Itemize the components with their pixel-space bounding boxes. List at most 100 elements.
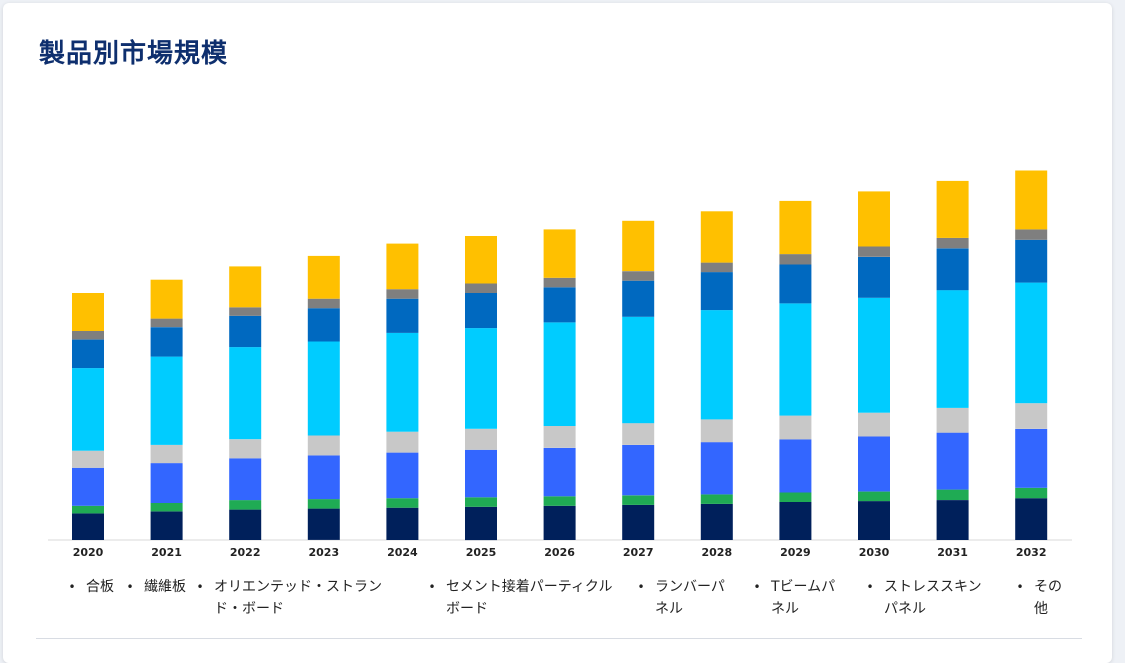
bar-segment-2028-series-2 xyxy=(700,494,733,504)
bar-segment-2023-series-5 xyxy=(307,341,340,436)
bar-segment-2029-series-4 xyxy=(779,415,812,440)
bar-segment-2020-series-5 xyxy=(72,368,104,451)
bar-segment-2027-series-6 xyxy=(622,280,655,317)
bar-segment-2022-series-7 xyxy=(229,307,262,316)
bar-segment-2032-series-2 xyxy=(1015,487,1048,499)
bar-segment-2022-series-6 xyxy=(229,315,262,348)
bar-segment-2025-series-4 xyxy=(465,428,497,450)
bar-segment-2024-series-4 xyxy=(386,431,419,453)
bar-segment-2021-series-5 xyxy=(150,356,183,445)
legend-item: • その他 xyxy=(1016,576,1074,620)
legend-item: • セメント接着パーティクルボード xyxy=(428,576,616,620)
x-tick-label: 2026 xyxy=(544,546,575,559)
bar-segment-2025-series-3 xyxy=(465,449,497,498)
bar-segment-2028-series-4 xyxy=(700,419,733,443)
bar-segment-2022-series-4 xyxy=(229,439,262,459)
bar-segment-2032-series-6 xyxy=(1015,239,1048,283)
bar-segment-2022-series-8 xyxy=(229,266,262,308)
bar-segment-2027-series-4 xyxy=(622,423,655,445)
legend-label: その他 xyxy=(1034,579,1062,617)
bar-segment-2031-series-6 xyxy=(936,248,969,291)
page-title: 製品別市場規模 xyxy=(39,39,229,69)
bar-segment-2020-series-6 xyxy=(72,339,104,369)
legend-bullet-icon: • xyxy=(126,580,134,594)
bar-segment-2021-series-8 xyxy=(150,279,183,319)
bar-segment-2029-series-8 xyxy=(779,200,812,255)
bar-segment-2020-series-7 xyxy=(72,331,104,340)
bar-segment-2032-series-7 xyxy=(1015,229,1048,240)
bar-segment-2025-series-7 xyxy=(465,283,497,293)
x-tick-label: 2031 xyxy=(937,546,968,559)
bar-segment-2027-series-3 xyxy=(622,445,655,496)
bar-segment-2026-series-6 xyxy=(543,287,576,323)
x-tick-label: 2029 xyxy=(780,546,811,559)
legend-item: • ストレススキンパネル xyxy=(866,576,994,620)
bar-segment-2025-series-2 xyxy=(465,497,497,507)
legend-label: オリエンテッド・ストランド・ボード xyxy=(214,579,382,617)
bar-segment-2027-series-5 xyxy=(622,316,655,424)
legend-label: 合板 xyxy=(86,579,114,595)
bar-segment-2024-series-3 xyxy=(386,452,419,499)
x-tick-label: 2028 xyxy=(701,546,732,559)
legend-label: ランバーパネル xyxy=(655,579,725,617)
bar-segment-2027-series-8 xyxy=(622,220,655,272)
bar-segment-2025-series-5 xyxy=(465,328,497,429)
bar-segment-2026-series-1 xyxy=(543,505,576,540)
bar-segment-2026-series-5 xyxy=(543,322,576,426)
bar-segment-2031-series-1 xyxy=(936,500,969,540)
bar-segment-2020-series-4 xyxy=(72,450,104,468)
x-tick-label: 2027 xyxy=(623,546,654,559)
legend-bullet-icon: • xyxy=(866,580,874,594)
bar-segment-2028-series-8 xyxy=(700,211,733,263)
stacked-bar-chart: 2020 2021 2022 2023 2024 2025 2026 2027 2028 2029… xyxy=(48,170,1072,559)
bar-segment-2030-series-6 xyxy=(858,256,890,298)
legend-bullet-icon: • xyxy=(68,580,76,594)
x-tick-label: 2032 xyxy=(1016,546,1047,559)
bar-segment-2020-series-2 xyxy=(72,505,104,514)
legend-item: • ランバーパネル xyxy=(637,576,735,620)
legend-label: ストレススキンパネル xyxy=(884,579,982,617)
bar-segment-2031-series-3 xyxy=(936,432,969,490)
bar-segment-2031-series-7 xyxy=(936,237,969,249)
bar-segment-2020-series-8 xyxy=(72,293,104,331)
bar-segment-2030-series-1 xyxy=(858,501,890,540)
bar-segment-2021-series-7 xyxy=(150,318,183,328)
bar-segment-2022-series-2 xyxy=(229,500,262,510)
bar-segment-2027-series-7 xyxy=(622,271,655,281)
bar-segment-2027-series-1 xyxy=(622,504,655,540)
legend-label: セメント接着パーティクルボード xyxy=(446,579,613,617)
bar-segment-2032-series-4 xyxy=(1015,403,1048,429)
bar-segment-2024-series-5 xyxy=(386,332,419,432)
bar-segment-2021-series-2 xyxy=(150,502,183,512)
bar-segment-2026-series-2 xyxy=(543,496,576,506)
x-tick-label: 2022 xyxy=(230,546,261,559)
legend-bullet-icon: • xyxy=(1016,580,1024,594)
bar-segment-2024-series-7 xyxy=(386,289,419,299)
bar-segment-2023-series-3 xyxy=(307,455,340,500)
x-tick-label: 2030 xyxy=(859,546,890,559)
bar-segment-2021-series-3 xyxy=(150,463,183,503)
bar-segment-2026-series-8 xyxy=(543,229,576,278)
legend-bullet-icon: • xyxy=(637,580,645,594)
bar-segment-2030-series-3 xyxy=(858,436,890,492)
bar-segment-2023-series-8 xyxy=(307,255,340,299)
x-tick-label: 2025 xyxy=(466,546,497,559)
bar-segment-2021-series-1 xyxy=(150,511,183,540)
x-tick-label: 2023 xyxy=(308,546,339,559)
bar-segment-2028-series-5 xyxy=(700,310,733,420)
legend-item: • オリエンテッド・ストランド・ボード xyxy=(196,576,404,620)
legend-bullet-icon: • xyxy=(428,580,436,594)
bar-segment-2030-series-4 xyxy=(858,412,890,437)
bar-segment-2030-series-2 xyxy=(858,491,890,502)
x-tick-label: 2024 xyxy=(387,546,418,559)
bar-segment-2023-series-6 xyxy=(307,308,340,342)
bar-segment-2029-series-6 xyxy=(779,264,812,304)
bar-segment-2025-series-1 xyxy=(465,506,497,541)
bar-segment-2028-series-1 xyxy=(700,503,733,540)
bar-segment-2032-series-1 xyxy=(1015,498,1048,540)
bar-segment-2025-series-6 xyxy=(465,293,497,329)
bar-segment-2028-series-7 xyxy=(700,262,733,273)
bar-segment-2024-series-1 xyxy=(386,507,419,540)
legend-label: 繊維板 xyxy=(144,579,186,595)
bar-segment-2029-series-2 xyxy=(779,492,812,502)
